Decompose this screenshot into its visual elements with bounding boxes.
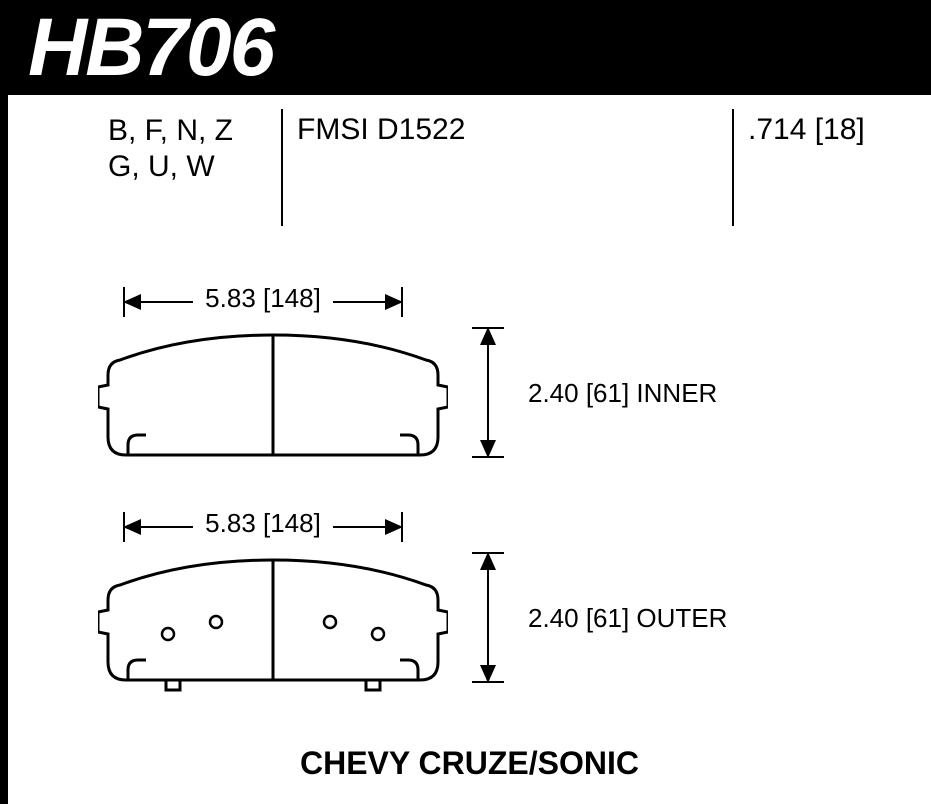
separator-1: [281, 109, 283, 226]
fmsi-code: FMSI D1522: [297, 113, 465, 147]
outer-height-dimension: [468, 550, 508, 690]
inner-height-label: 2.40 [61] INNER: [528, 378, 717, 409]
inner-height-dimension: [468, 325, 508, 465]
codes-line2: G, U, W: [108, 149, 233, 185]
outer-width-dimension: 5.83 [148]: [123, 510, 403, 544]
thickness-value: .714 [18]: [748, 113, 865, 147]
vehicle-name: CHEVY CRUZE/SONIC: [8, 745, 931, 782]
inner-width-label: 5.83 [148]: [193, 283, 333, 314]
inner-pad-icon: [98, 327, 448, 472]
content-area: B, F, N, Z G, U, W FMSI D1522 .714 [18] …: [0, 95, 931, 804]
header-bar: HB706: [0, 0, 931, 95]
height-arrow-icon: [468, 550, 508, 685]
compound-codes: B, F, N, Z G, U, W: [108, 113, 233, 185]
spec-row: B, F, N, Z G, U, W FMSI D1522 .714 [18]: [8, 109, 931, 229]
codes-line1: B, F, N, Z: [108, 113, 233, 149]
height-arrow-icon: [468, 325, 508, 460]
outer-height-label: 2.40 [61] OUTER: [528, 603, 727, 634]
inner-width-dimension: 5.83 [148]: [123, 285, 403, 319]
outer-pad-icon: [98, 552, 448, 702]
separator-2: [732, 109, 734, 226]
part-number: HB706: [28, 1, 273, 95]
outer-width-label: 5.83 [148]: [193, 508, 333, 539]
